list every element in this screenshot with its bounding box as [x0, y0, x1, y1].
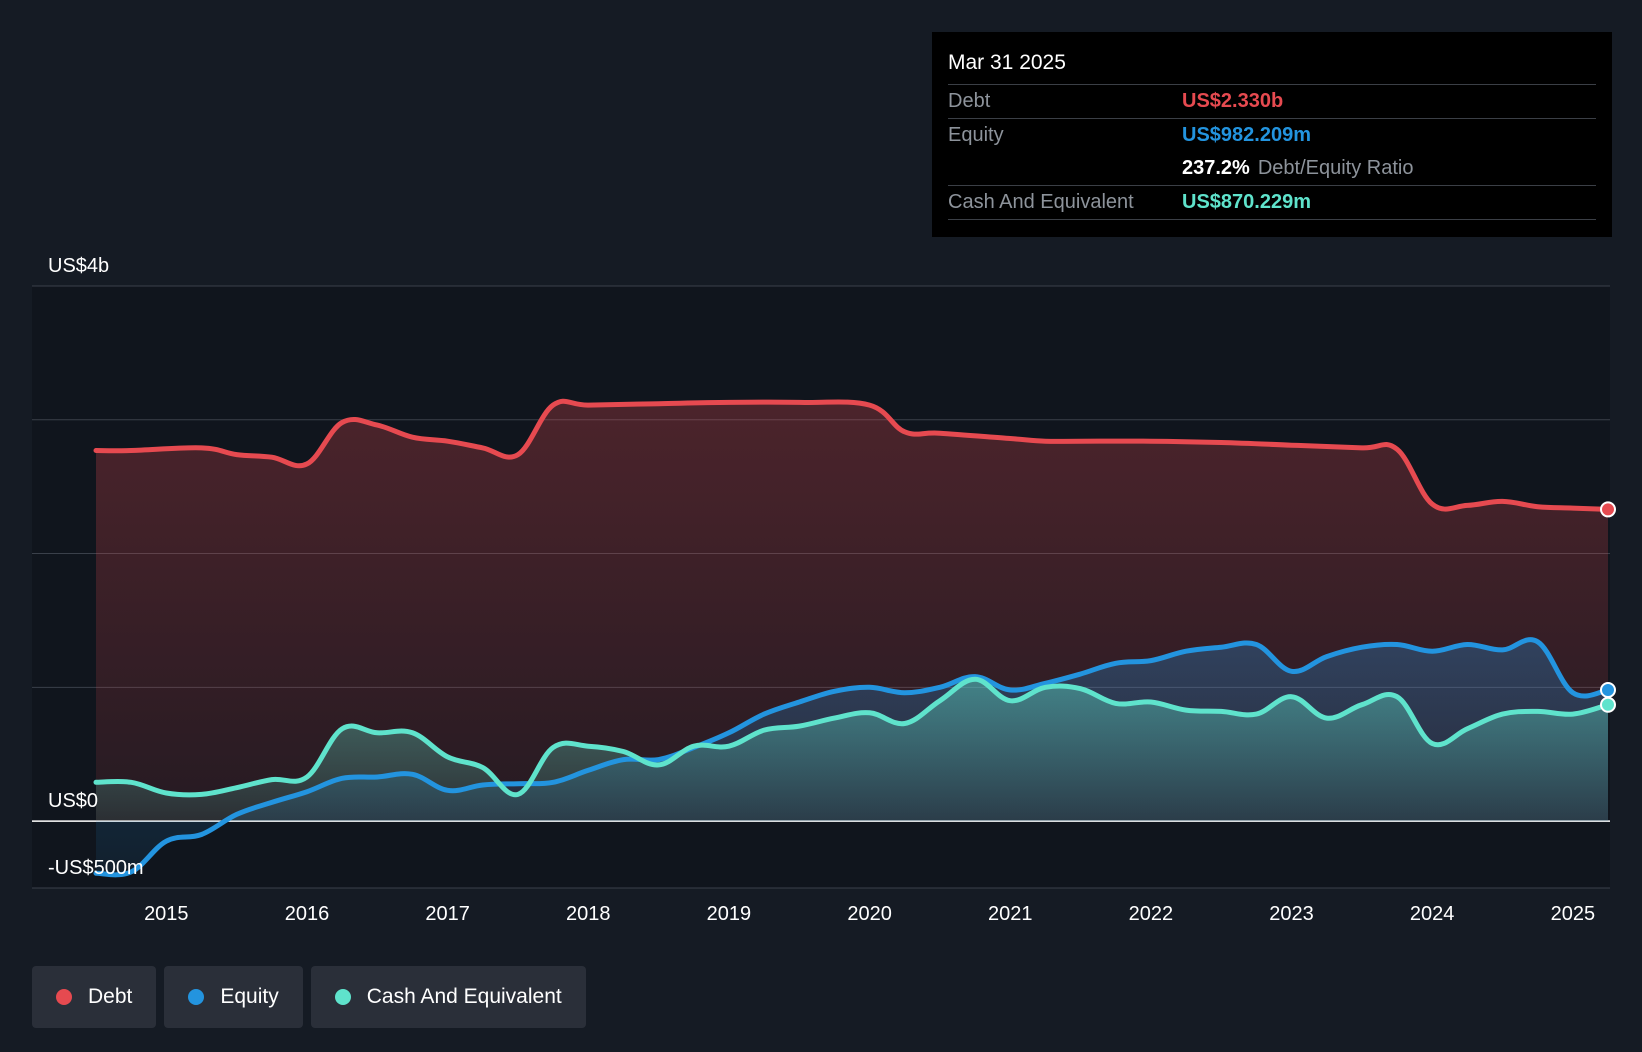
- tooltip-debt-value: US$2.330b: [1182, 90, 1284, 112]
- cash-end-marker: [1600, 696, 1616, 713]
- x-tick-label: 2024: [1410, 903, 1455, 925]
- legend-item-equity[interactable]: Equity: [164, 966, 303, 1028]
- legend-debt-label: Debt: [88, 985, 133, 1008]
- tooltip-row-debt: Debt US$2.330b: [948, 84, 1596, 118]
- marker-layer: [1600, 501, 1616, 713]
- tooltip-equity-value: US$982.209m: [1182, 124, 1311, 146]
- x-tick-label: 2016: [285, 903, 330, 925]
- chart-legend: Debt Equity Cash And Equivalent: [32, 966, 586, 1028]
- tooltip-row-cash: Cash And Equivalent US$870.229m: [948, 185, 1596, 220]
- x-tick-label: 2023: [1269, 903, 1314, 925]
- legend-item-debt[interactable]: Debt: [32, 966, 157, 1028]
- debt-line: [93, 398, 1611, 512]
- tooltip-row-ratio: 237.2% Debt/Equity Ratio: [948, 152, 1596, 185]
- x-tick-label: 2025: [1551, 903, 1596, 925]
- tooltip-row-equity: Equity US$982.209m: [948, 118, 1596, 152]
- tooltip-cash-value: US$870.229m: [1182, 191, 1311, 213]
- legend-equity-label: Equity: [220, 985, 279, 1008]
- equity-dot-icon: [188, 989, 205, 1005]
- tooltip-cash-label: Cash And Equivalent: [948, 191, 1134, 213]
- cash-line: [93, 676, 1611, 798]
- x-tick-label: 2019: [707, 903, 752, 925]
- debt-dot-icon: [56, 989, 72, 1005]
- line-layer: [93, 398, 1611, 878]
- tooltip-date: Mar 31 2025: [948, 51, 1066, 74]
- tooltip-debt-label: Debt: [948, 90, 991, 112]
- legend-cash-label: Cash And Equivalent: [366, 985, 562, 1008]
- y-axis-label: US$4b: [48, 255, 109, 277]
- equity-line: [93, 637, 1611, 878]
- axis-label-layer: US$4b US$0 -US$500m 2015 2016 2017 2018 2019 202…: [48, 255, 1595, 925]
- legend-item-cash[interactable]: Cash And Equivalent: [310, 966, 586, 1028]
- data-tooltip: Mar 31 2025 Debt US$2.330b Equity US$982…: [932, 32, 1612, 237]
- y-axis-label: -US$500m: [48, 857, 144, 879]
- x-tick-label: 2020: [847, 903, 892, 925]
- cash-dot-icon: [334, 989, 351, 1005]
- equity-end-marker: [1600, 682, 1616, 699]
- x-tick-label: 2015: [144, 903, 189, 925]
- x-tick-label: 2017: [425, 903, 470, 925]
- tooltip-ratio-label: Debt/Equity Ratio: [1257, 157, 1414, 179]
- area-layer: [96, 401, 1608, 875]
- y-axis-label: US$0: [48, 790, 98, 812]
- tooltip-equity-label: Equity: [948, 124, 1004, 146]
- tooltip-ratio-value: 237.2%: [1182, 157, 1250, 179]
- x-tick-label: 2018: [566, 903, 611, 925]
- debt-end-marker: [1600, 501, 1616, 518]
- x-tick-label: 2022: [1129, 903, 1174, 925]
- x-tick-label: 2021: [988, 903, 1033, 925]
